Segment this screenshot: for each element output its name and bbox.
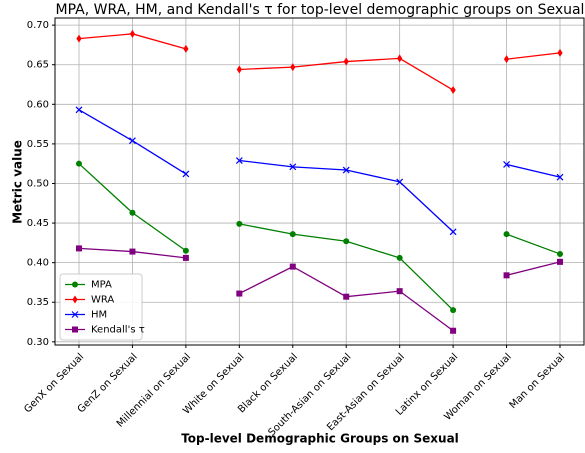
marker xyxy=(450,86,456,95)
y-tick-label: 0.60 xyxy=(27,99,49,110)
marker xyxy=(397,54,403,63)
legend-marker xyxy=(72,295,78,304)
marker xyxy=(450,307,457,314)
marker xyxy=(503,231,510,238)
marker xyxy=(503,55,510,64)
marker xyxy=(182,170,190,178)
marker xyxy=(76,245,82,252)
marker xyxy=(129,209,136,216)
marker xyxy=(290,63,296,72)
marker xyxy=(182,247,189,254)
legend-marker xyxy=(71,311,79,318)
marker xyxy=(236,290,243,297)
marker xyxy=(236,65,242,74)
chart-title: MPA, WRA, HM, and Kendall's τ for top-le… xyxy=(56,2,585,18)
legend-label: Kendall's τ xyxy=(91,325,145,336)
marker xyxy=(76,160,82,167)
marker xyxy=(396,288,403,295)
line xyxy=(506,261,561,276)
marker xyxy=(557,250,563,257)
y-tick-label: 0.65 xyxy=(27,60,49,71)
marker xyxy=(289,263,296,270)
y-tick-label: 0.70 xyxy=(27,20,49,31)
legend-box xyxy=(59,273,143,341)
marker xyxy=(342,166,350,174)
legend-label: MPA xyxy=(91,280,112,291)
legend-label: WRA xyxy=(91,295,114,306)
marker xyxy=(343,57,349,66)
marker xyxy=(129,248,136,255)
line xyxy=(506,52,561,60)
y-tick-label: 0.55 xyxy=(27,139,49,150)
y-tick-label: 0.45 xyxy=(27,218,49,229)
marker xyxy=(129,29,136,38)
y-tick-label: 0.35 xyxy=(27,297,49,308)
marker xyxy=(556,173,564,181)
marker xyxy=(343,238,350,245)
marker xyxy=(183,44,189,53)
legend-label: HM xyxy=(91,310,107,321)
marker xyxy=(557,48,563,57)
marker xyxy=(557,258,563,265)
x-axis-label: Top-level Demographic Groups on Sexual xyxy=(181,432,459,446)
marker xyxy=(503,161,510,168)
marker xyxy=(182,254,189,261)
marker xyxy=(236,220,243,227)
y-tick-label: 0.40 xyxy=(27,258,49,269)
marker xyxy=(235,157,243,164)
marker xyxy=(396,178,404,186)
plot-frame xyxy=(54,17,585,346)
marker xyxy=(289,163,297,171)
legend-marker xyxy=(72,281,78,288)
marker xyxy=(75,106,83,114)
x-tick-label: Man on Sexual xyxy=(508,351,568,411)
marker xyxy=(449,228,457,236)
y-tick-label: 0.30 xyxy=(27,337,49,348)
marker xyxy=(129,137,136,145)
line xyxy=(506,233,561,255)
y-axis-label: Metric value xyxy=(11,140,25,224)
marker xyxy=(343,293,350,300)
y-tick-label: 0.50 xyxy=(27,178,49,189)
legend-marker xyxy=(72,326,78,333)
marker xyxy=(396,254,403,261)
line xyxy=(506,163,561,178)
marker xyxy=(503,272,510,279)
marker xyxy=(450,327,457,334)
marker xyxy=(76,34,82,43)
marker xyxy=(289,231,296,238)
